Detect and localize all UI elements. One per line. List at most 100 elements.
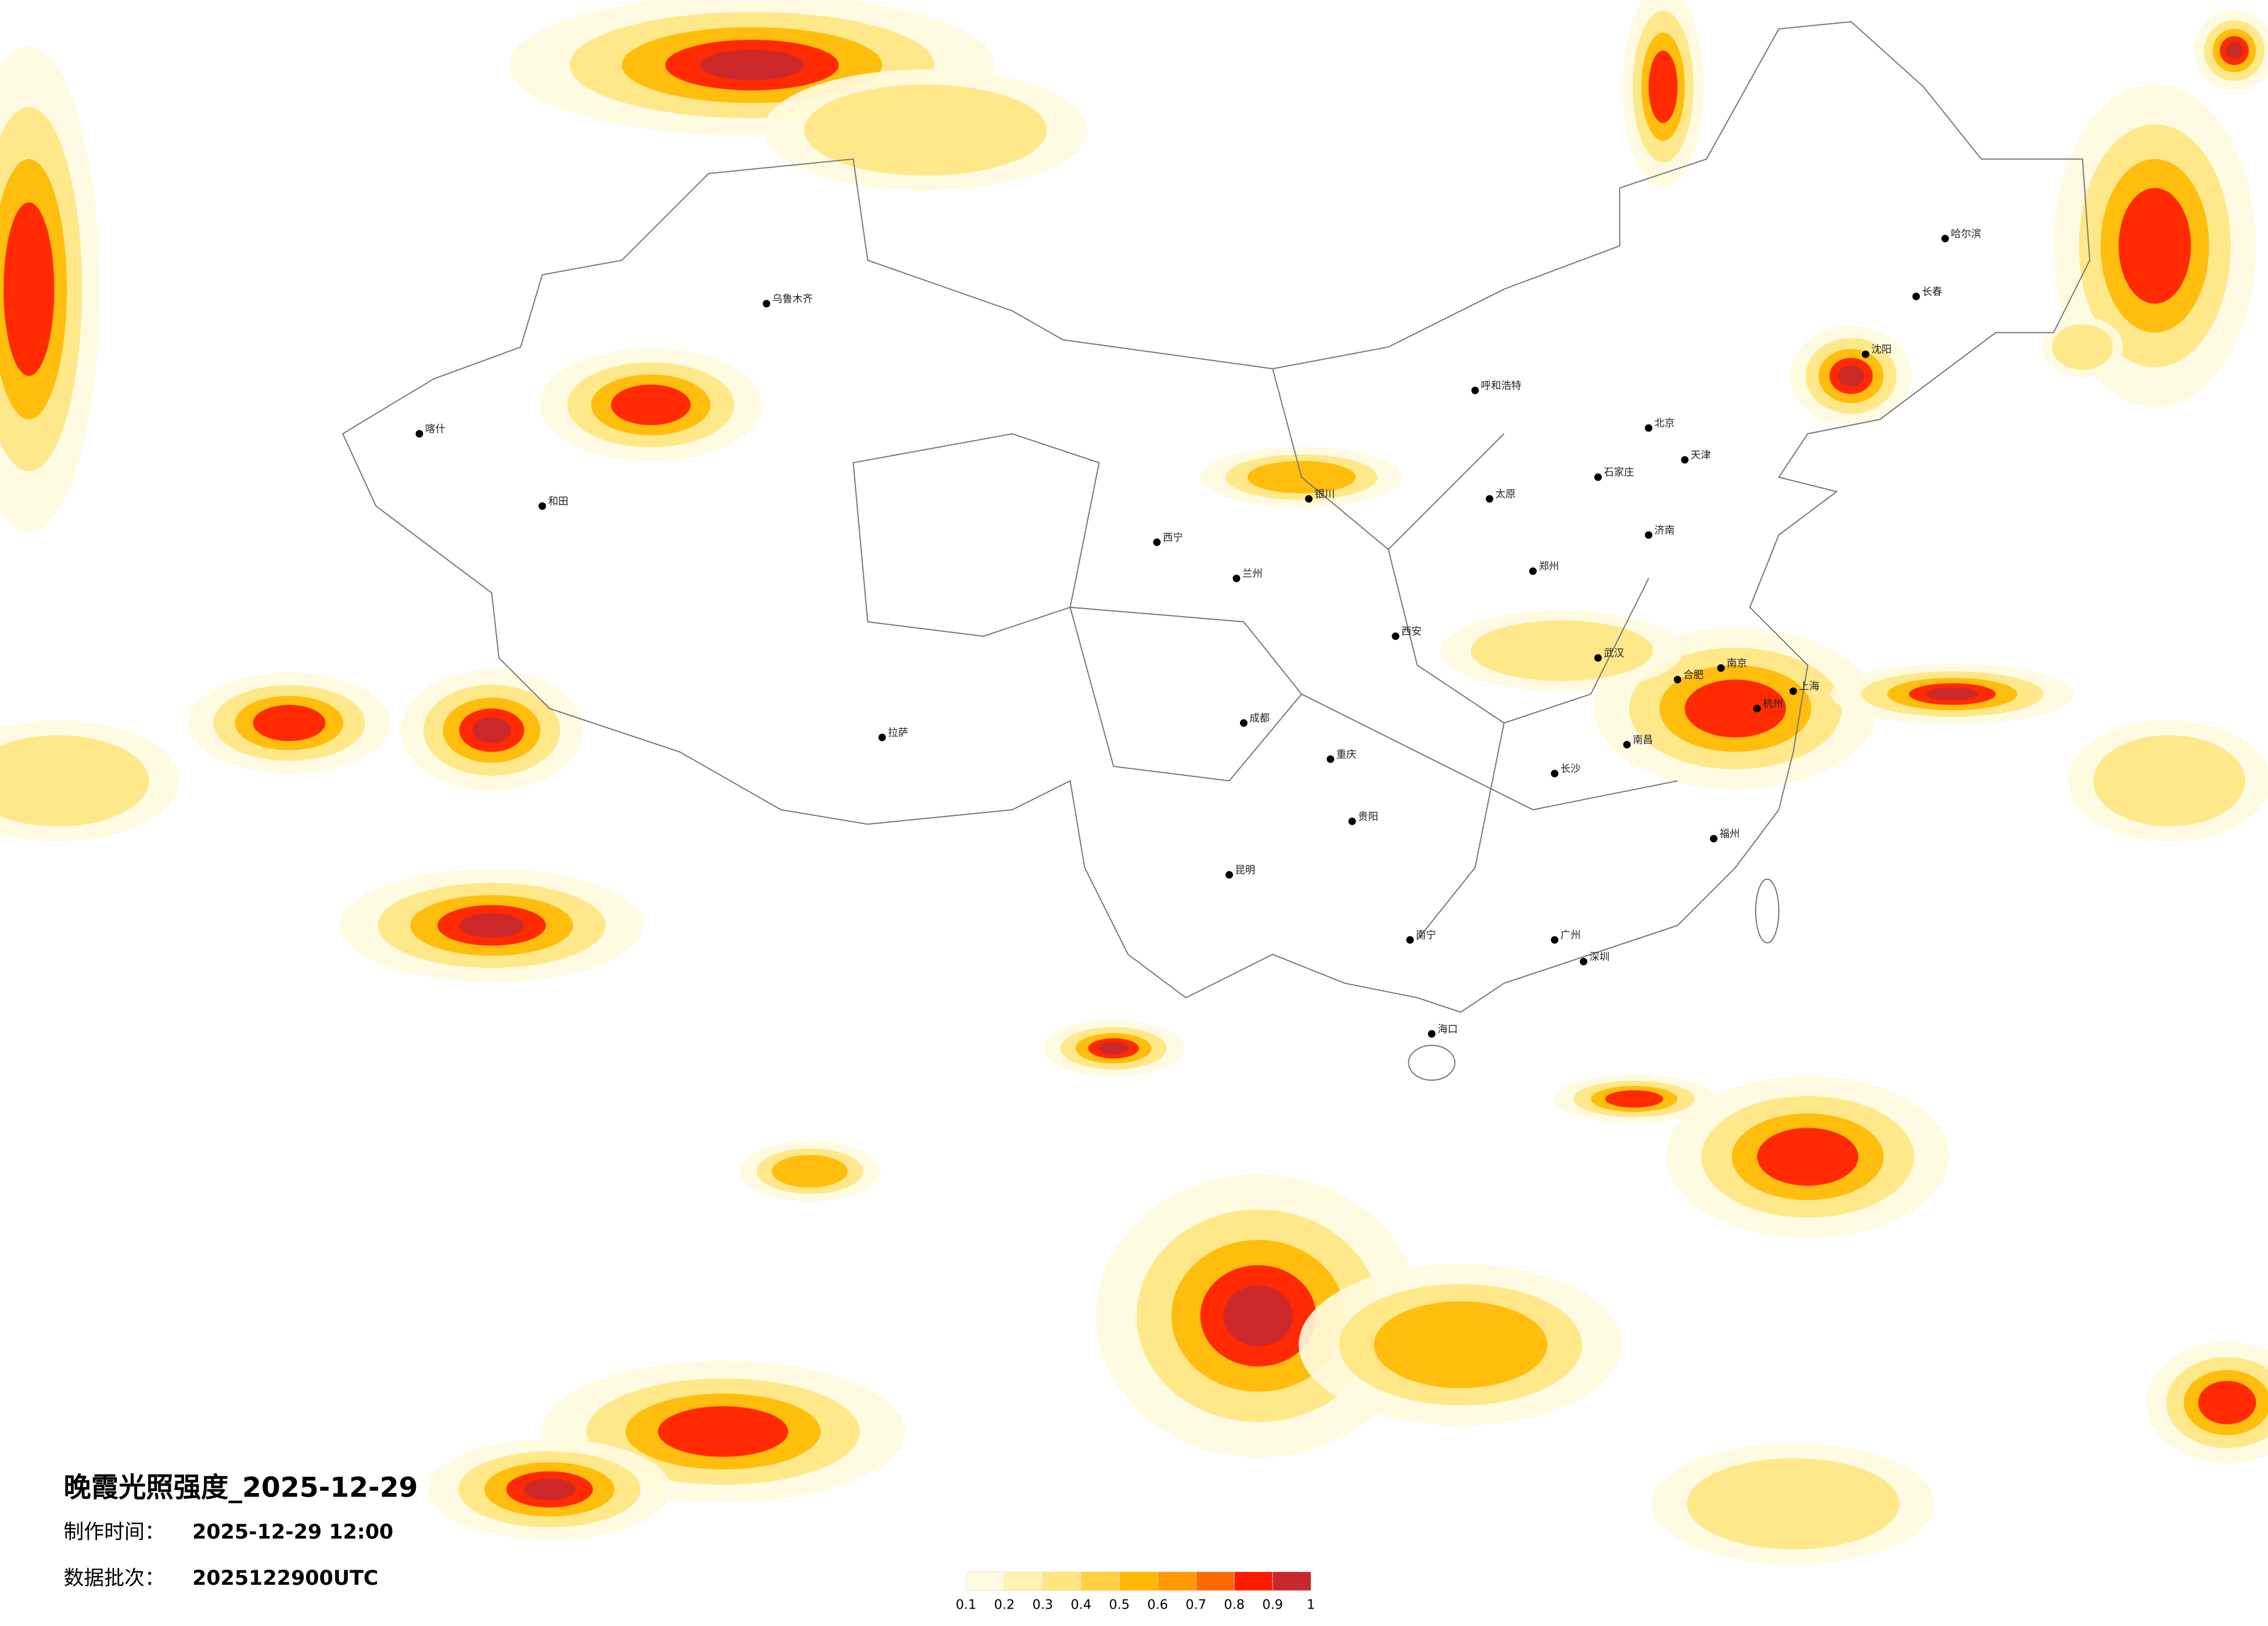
glow-patch — [1471, 620, 1654, 681]
glow-patch — [1684, 679, 1787, 738]
glow-patch — [2052, 324, 2113, 370]
glow-patch — [657, 1406, 789, 1457]
glow-patch — [772, 1154, 848, 1188]
glow-patch — [2198, 1380, 2256, 1424]
city-dot — [1348, 817, 1356, 825]
glow-patch — [1926, 687, 1979, 701]
taiwan-outline — [1755, 878, 1780, 944]
city-label: 西宁 — [1163, 532, 1183, 544]
city-dot — [1594, 473, 1602, 481]
legend-tick-label: 0.6 — [1147, 1597, 1168, 1612]
city-label: 昆明 — [1235, 865, 1255, 876]
glow-patch — [1098, 1042, 1129, 1055]
city-dot — [1645, 424, 1653, 432]
glow-patch — [1648, 51, 1678, 123]
city-label: 贵阳 — [1358, 811, 1378, 823]
city-dot — [1710, 834, 1718, 843]
legend-swatch — [1157, 1571, 1196, 1591]
glow-patch — [2093, 735, 2245, 827]
batch-label: 数据批次： — [64, 1567, 165, 1590]
legend-swatch — [1004, 1571, 1043, 1591]
glow-patch — [253, 704, 326, 742]
glow-patch — [459, 913, 524, 938]
city-dot — [538, 502, 547, 510]
city-dot — [1941, 235, 1949, 243]
city-label: 南宁 — [1416, 930, 1436, 941]
city-label: 杭州 — [1763, 699, 1783, 710]
glow-patch — [804, 84, 1047, 176]
city-dot — [1486, 495, 1494, 503]
city-dot — [1580, 958, 1588, 966]
city-dot — [1594, 654, 1602, 662]
legend-tick-label: 1 — [1307, 1597, 1315, 1612]
city-dot — [1912, 292, 1920, 300]
city-dot — [1392, 632, 1400, 641]
city-label: 合肥 — [1683, 670, 1703, 681]
city-label: 喀什 — [425, 424, 445, 436]
city-label: 天津 — [1691, 449, 1711, 461]
city-dot — [763, 300, 771, 308]
batch-id: 2025122900UTC — [192, 1567, 378, 1590]
legend-swatch — [1042, 1571, 1081, 1591]
city-dot — [1753, 704, 1761, 713]
city-label: 乌鲁木齐 — [772, 293, 813, 305]
city-dot — [1406, 936, 1414, 944]
city-dot — [1681, 456, 1689, 464]
city-dot — [878, 733, 886, 742]
city-dot — [1717, 664, 1725, 672]
city-dot — [415, 430, 423, 438]
city-dot — [1789, 687, 1798, 695]
glow-patch — [1687, 1458, 1900, 1550]
city-dot — [1225, 870, 1233, 879]
city-label: 长春 — [1922, 286, 1942, 298]
city-label: 呼和浩特 — [1481, 380, 1522, 392]
legend-tick-label: 0.8 — [1224, 1597, 1245, 1612]
city-dot — [1673, 675, 1681, 684]
made-label: 制作时间： — [64, 1520, 165, 1544]
glow-patch — [472, 717, 512, 743]
city-dot — [1153, 538, 1161, 546]
city-label: 哈尔滨 — [1951, 228, 1981, 240]
made-time: 2025-12-29 12:00 — [192, 1520, 393, 1544]
china-outline — [342, 21, 2091, 1013]
glow-patch — [1838, 365, 1864, 387]
city-dot — [1304, 495, 1313, 503]
glow-patch — [1223, 1285, 1293, 1347]
legend-swatch — [1119, 1571, 1158, 1591]
legend: 0.1 0.2 0.3 0.4 0.5 0.6 0.7 0.8 0.9 1 — [955, 1571, 1315, 1612]
legend-swatch — [1272, 1571, 1311, 1591]
city-dot — [1551, 936, 1559, 944]
city-dot — [1327, 755, 1335, 763]
city-label: 济南 — [1655, 525, 1675, 537]
city-label: 长沙 — [1561, 764, 1581, 775]
city-label: 西安 — [1401, 626, 1422, 638]
glow-patch — [700, 49, 804, 81]
legend-tick-label: 0.7 — [1185, 1597, 1206, 1612]
city-label: 银川 — [1314, 489, 1335, 501]
city-label: 武汉 — [1604, 647, 1624, 659]
city-label: 福州 — [1720, 829, 1740, 840]
city-label: 重庆 — [1336, 749, 1357, 761]
city-dot — [1239, 719, 1248, 727]
glow-patch — [2118, 188, 2191, 304]
legend-tick-label: 0.2 — [994, 1597, 1015, 1612]
city-label: 石家庄 — [1604, 467, 1634, 479]
hainan-outline — [1408, 1045, 1455, 1081]
map-title: 晚霞光照强度_2025-12-29 — [64, 1472, 418, 1504]
city-dot — [1232, 574, 1241, 582]
legend-swatch — [1080, 1571, 1120, 1591]
legend-tick-label: 0.1 — [955, 1597, 976, 1612]
legend-swatch — [965, 1571, 1005, 1591]
city-label: 太原 — [1496, 489, 1516, 501]
city-dot — [1428, 1030, 1436, 1038]
city-label: 南京 — [1727, 658, 1747, 670]
city-dot — [1551, 769, 1559, 778]
city-label: 成都 — [1249, 713, 1270, 725]
city-label: 兰州 — [1242, 569, 1263, 580]
city-dot — [1471, 386, 1479, 394]
glow-patch — [3, 202, 55, 376]
city-label: 上海 — [1799, 681, 1820, 693]
